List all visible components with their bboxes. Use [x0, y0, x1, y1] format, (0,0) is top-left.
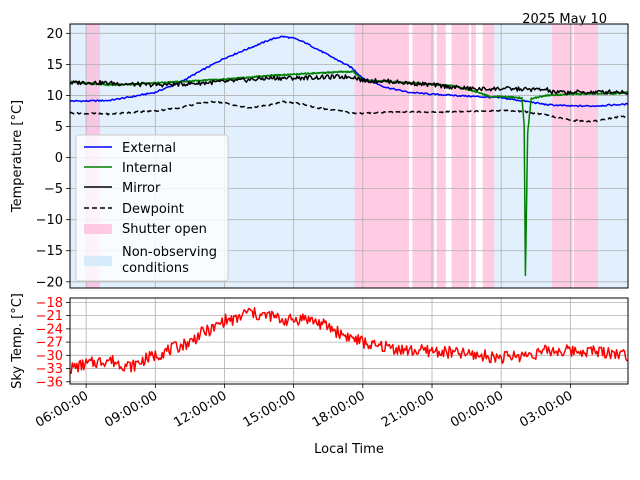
shutter-open-band: [482, 24, 495, 288]
legend-label-conditions: conditions: [122, 261, 189, 276]
date-label: 2025 May 10: [522, 12, 607, 27]
y-tick-label: 20: [46, 27, 63, 42]
temperature-y-ticks: 20 15 10 5 0 −5 −10 −15 −20: [36, 27, 70, 290]
sky-axes-frame: [69, 297, 629, 385]
y-tick-label: 15: [46, 58, 63, 73]
temperature-series: [70, 35, 628, 277]
x-axis-label: Local Time: [314, 442, 384, 457]
sky-y-tick-label: −27: [36, 336, 63, 351]
series-line-internal: [70, 70, 628, 277]
x-tick-label: 15:00:00: [241, 388, 299, 430]
legend-swatch-shutter-open: [84, 224, 112, 234]
x-tick-label: 12:00:00: [171, 388, 229, 430]
y-tick-label: 10: [46, 89, 63, 104]
sky-y-tick-label: −18: [36, 296, 63, 311]
shutter-open-band: [573, 24, 599, 288]
y-tick-label: 0: [55, 151, 63, 166]
temperature-axes-frame: [69, 23, 629, 289]
x-tick-label: 09:00:00: [102, 388, 160, 430]
shutter-open-band: [551, 24, 573, 288]
shutter-open-band: [471, 24, 476, 288]
y-tick-label: −5: [44, 182, 63, 197]
series-line-external: [70, 35, 628, 108]
series-line-dewpoint: [70, 100, 628, 123]
legend-label-dewpoint: Dewpoint: [122, 202, 184, 217]
sky-gridlines: [70, 298, 628, 384]
temperature-y-axis-label: Temperature [°C]: [10, 100, 25, 213]
y-tick-label: −15: [36, 244, 63, 259]
legend: External Internal Mirror Dewpoint Shutte…: [75, 134, 229, 282]
temperature-panel: 20 15 10 5 0 −5 −10 −15 −20 Temperature [°C] Ext…: [10, 23, 629, 290]
sky-y-tick-label: −30: [36, 349, 63, 364]
sky-temperature-panel: −18−21−24−27−30−33−36 06:00:00 09:00:00 12…: [10, 293, 629, 457]
series-line-sky-temperature: [70, 307, 628, 374]
y-tick-label: 5: [55, 120, 63, 135]
shutter-open-band: [451, 24, 469, 288]
legend-label-mirror: Mirror: [122, 181, 161, 196]
shutter-open-band: [412, 24, 435, 288]
sky-y-ticks: −18−21−24−27−30−33−36: [36, 296, 70, 390]
legend-box: [75, 134, 229, 282]
sky-y-tick-label: −36: [36, 375, 63, 390]
sky-y-axis-label: Sky Temp. [°C]: [10, 293, 25, 389]
legend-label-non-observing: Non-observing: [122, 245, 217, 260]
legend-swatch-non-observing: [84, 256, 112, 266]
series-line-mirror: [70, 74, 628, 96]
sky-y-tick-label: −21: [36, 309, 63, 324]
legend-label-shutter-open: Shutter open: [122, 222, 207, 237]
non-observing-band: [494, 24, 552, 288]
y-tick-label: −10: [36, 213, 63, 228]
shutter-open-band: [436, 24, 446, 288]
x-tick-label: 06:00:00: [33, 388, 91, 430]
shutter-open-band: [354, 24, 409, 288]
legend-label-external: External: [122, 141, 176, 156]
y-tick-label: −20: [36, 275, 63, 290]
x-tick-label: 21:00:00: [379, 388, 437, 430]
non-observing-band: [598, 24, 628, 288]
sky-y-tick-label: −24: [36, 322, 63, 337]
x-tick-label: 00:00:00: [448, 388, 506, 430]
x-tick-label: 18:00:00: [310, 388, 368, 430]
sky-temperature-series: [70, 307, 628, 374]
legend-label-internal: Internal: [122, 161, 172, 176]
sky-y-tick-label: −33: [36, 362, 63, 377]
x-tick-label: 03:00:00: [517, 388, 575, 430]
x-ticks: 06:00:00 09:00:00 12:00:00 15:00:00 18:00:00…: [33, 384, 575, 431]
